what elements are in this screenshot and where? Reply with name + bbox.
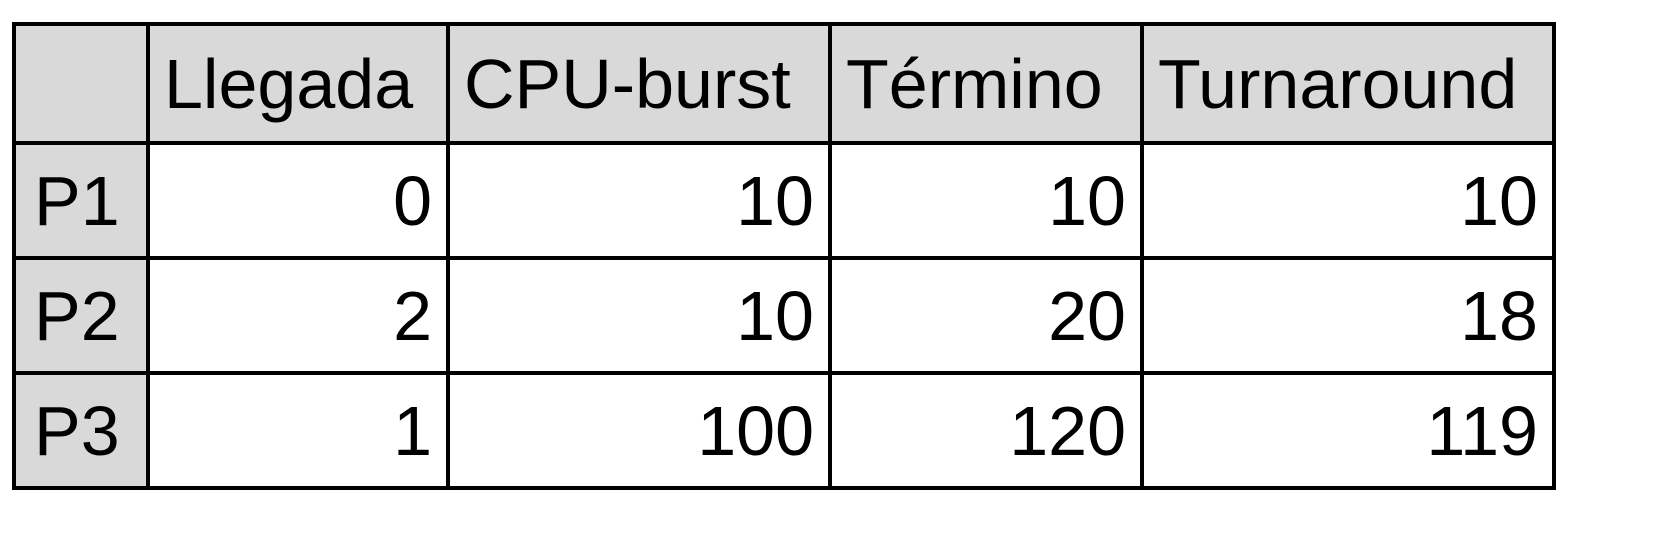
header-termino: Término bbox=[828, 22, 1144, 145]
header-llegada: Llegada bbox=[146, 22, 450, 145]
header-cpu-burst: CPU-burst bbox=[446, 22, 832, 145]
cell-cpu-burst: 10 bbox=[446, 141, 832, 260]
cell-llegada: 2 bbox=[146, 256, 450, 375]
cell-cpu-burst: 100 bbox=[446, 371, 832, 490]
row-label-p3: P3 bbox=[12, 371, 150, 490]
cell-llegada: 0 bbox=[146, 141, 450, 260]
table-header-row: Llegada CPU-burst Término Turnaround bbox=[12, 22, 1556, 145]
process-table-container: Llegada CPU-burst Término Turnaround P1 … bbox=[12, 22, 1556, 490]
row-label-p1: P1 bbox=[12, 141, 150, 260]
cell-termino: 10 bbox=[828, 141, 1144, 260]
cell-termino: 120 bbox=[828, 371, 1144, 490]
table-row: P2 2 10 20 18 bbox=[12, 256, 1556, 375]
header-corner-cell bbox=[12, 22, 150, 145]
cell-termino: 20 bbox=[828, 256, 1144, 375]
cell-cpu-burst: 10 bbox=[446, 256, 832, 375]
table-row: P1 0 10 10 10 bbox=[12, 141, 1556, 260]
row-label-p2: P2 bbox=[12, 256, 150, 375]
cell-turnaround: 119 bbox=[1140, 371, 1556, 490]
process-scheduling-table: Llegada CPU-burst Término Turnaround P1 … bbox=[12, 22, 1556, 490]
table-row: P3 1 100 120 119 bbox=[12, 371, 1556, 490]
cell-llegada: 1 bbox=[146, 371, 450, 490]
header-turnaround: Turnaround bbox=[1140, 22, 1556, 145]
cell-turnaround: 18 bbox=[1140, 256, 1556, 375]
cell-turnaround: 10 bbox=[1140, 141, 1556, 260]
